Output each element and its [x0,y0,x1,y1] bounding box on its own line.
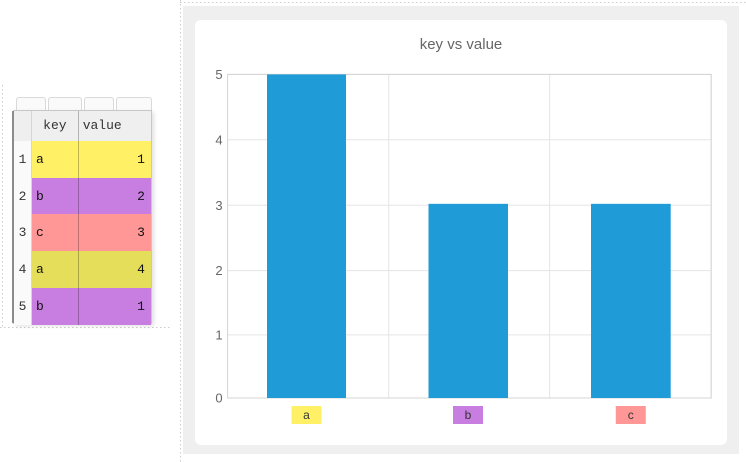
svg-text:5: 5 [215,67,222,82]
svg-text:2: 2 [215,263,222,278]
svg-text:4: 4 [215,132,222,147]
svg-text:a: a [303,408,310,422]
svg-text:3: 3 [215,198,222,213]
svg-text:b: b [465,408,472,422]
svg-text:0: 0 [215,391,222,406]
svg-text:c: c [628,408,634,422]
svg-text:1: 1 [215,328,222,343]
